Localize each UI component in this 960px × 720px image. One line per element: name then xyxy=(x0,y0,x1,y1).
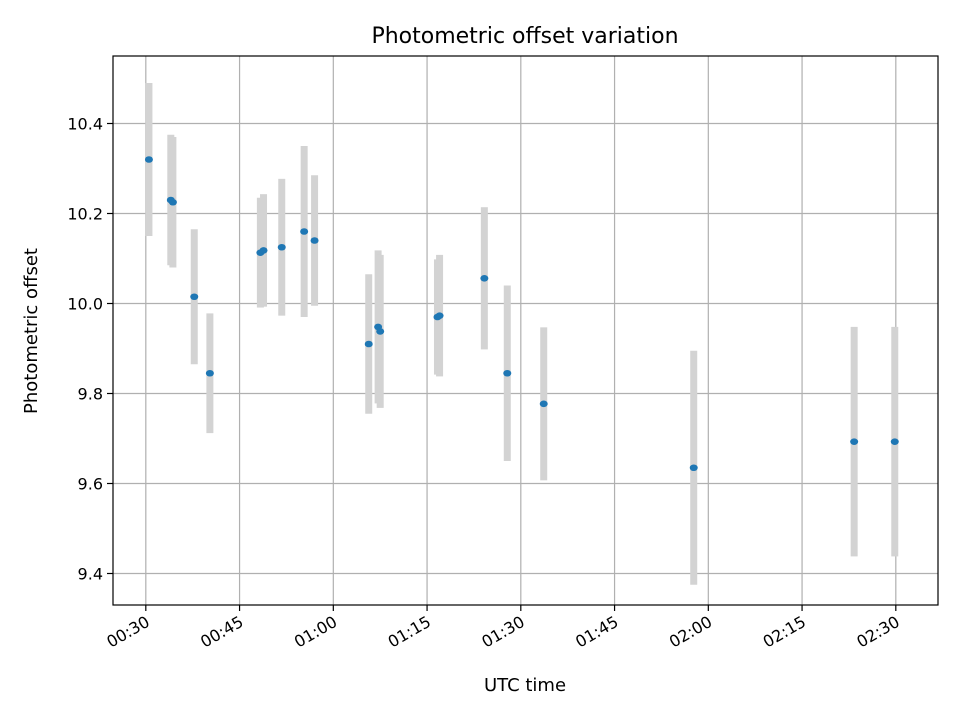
y-tick-label: 10.4 xyxy=(67,115,103,134)
data-point xyxy=(503,369,512,377)
data-point xyxy=(277,243,286,251)
y-tick-label: 10.0 xyxy=(67,295,103,314)
chart-title: Photometric offset variation xyxy=(371,24,678,49)
data-point xyxy=(890,438,899,445)
data-point xyxy=(850,438,859,445)
x-tick-label: 00:45 xyxy=(197,612,246,652)
data-point xyxy=(539,400,548,408)
data-point xyxy=(205,369,214,377)
y-tick-label: 10.2 xyxy=(67,205,103,224)
data-point xyxy=(376,328,385,335)
x-tick-label: 02:30 xyxy=(853,612,902,652)
plot-frame xyxy=(112,55,939,606)
y-tick-label: 9.4 xyxy=(78,565,103,584)
data-point xyxy=(435,312,444,319)
y-axis-label: Photometric offset xyxy=(21,248,42,414)
grid-layer xyxy=(113,56,938,605)
data-point xyxy=(310,237,319,244)
data-point xyxy=(689,464,698,472)
data-point xyxy=(144,156,153,163)
x-axis-label: UTC time xyxy=(484,675,566,696)
x-tick-label: 00:30 xyxy=(103,612,152,652)
data-point xyxy=(480,275,489,282)
x-tick-label: 02:15 xyxy=(760,612,809,652)
data-point xyxy=(364,340,373,348)
data-point xyxy=(259,247,268,254)
x-tick-label: 01:00 xyxy=(291,612,340,652)
data-point xyxy=(190,293,199,301)
x-tick-label: 02:00 xyxy=(666,612,715,652)
point-layer xyxy=(144,156,899,472)
data-point xyxy=(300,228,309,235)
y-tick-label: 9.6 xyxy=(78,475,103,494)
errorbar-layer xyxy=(145,83,899,585)
x-tick-label: 01:15 xyxy=(385,612,434,652)
x-tick-label: 01:45 xyxy=(572,612,621,652)
tick-layer: 00:30 00:45 01:00 01:15 01:30 01:45 02:00 02:15… xyxy=(67,115,902,652)
y-tick-label: 9.8 xyxy=(78,385,103,404)
x-tick-label: 01:30 xyxy=(478,612,527,652)
data-point xyxy=(168,198,177,206)
